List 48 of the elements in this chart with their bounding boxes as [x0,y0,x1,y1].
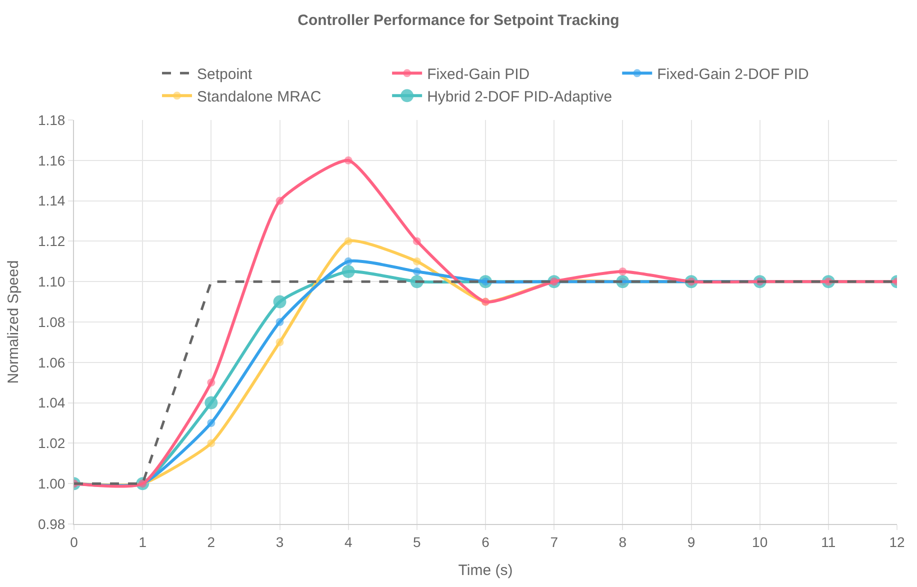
y-axis-title: Normalized Speed [5,260,22,384]
point [207,439,216,448]
point [344,237,352,246]
x-tick-label: 5 [413,534,422,550]
y-tick-label: 1.14 [38,192,66,209]
x-tick-label: 11 [821,534,836,550]
point [276,338,284,346]
y-tick-label: 1.08 [38,314,66,330]
y-tick-label: 0.98 [38,516,66,532]
point [618,268,627,276]
y-tick-label: 1.18 [38,112,66,128]
point [344,257,352,266]
legend-label: Hybrid 2-DOF PID-Adaptive [427,88,612,106]
legend-label: Setpoint [197,66,253,84]
y-tick-label: 1.04 [38,394,66,411]
point [344,156,352,164]
x-tick-label: 6 [482,534,490,550]
point [276,318,284,326]
legend-label: Fixed-Gain 2-DOF PID [657,66,809,84]
legend-label: Standalone MRAC [197,88,322,106]
y-tick-label: 1.02 [38,435,66,452]
x-tick-label: 10 [752,534,768,550]
x-tick-label: 1 [138,534,147,550]
legend-label: Fixed-Gain PID [427,66,530,84]
x-tick-label: 3 [276,534,284,550]
y-tick-label: 1.10 [38,274,66,290]
point [273,295,286,308]
point [207,419,216,427]
point [412,268,421,276]
x-tick-label: 7 [550,534,558,550]
y-tick-label: 1.06 [38,354,66,370]
point [276,196,284,205]
x-tick-label: 2 [207,534,216,550]
x-axis-title: Time (s) [458,562,513,579]
point [207,378,216,387]
chart-title: Controller Performance for Setpoint Tracking [298,12,620,30]
y-tick-label: 1.12 [38,233,66,250]
point [412,257,421,266]
x-tick-label: 4 [344,534,352,550]
y-tick-label: 1.00 [38,476,66,492]
point [412,237,421,246]
point [204,396,218,410]
x-tick-label: 0 [70,534,78,550]
point [342,265,355,278]
x-tick-label: 9 [687,534,696,550]
x-tick-label: 8 [618,534,627,550]
y-tick-label: 1.16 [38,152,66,168]
x-tick-label: 12 [889,534,905,550]
